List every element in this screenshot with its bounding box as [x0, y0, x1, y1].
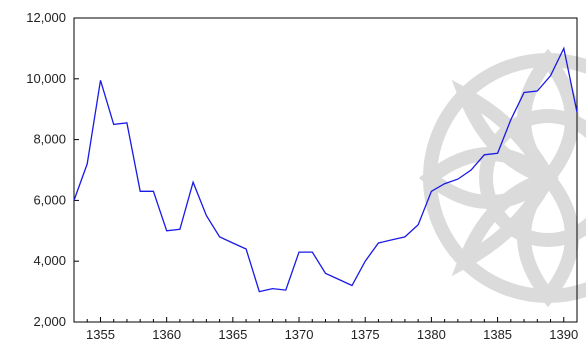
x-tick-label: 1390 — [549, 327, 578, 342]
plot-frame — [73, 17, 578, 323]
x-tick-label: 1360 — [152, 327, 181, 342]
y-tick-label: 6,000 — [33, 192, 66, 207]
x-tick-label: 1365 — [218, 327, 247, 342]
x-tick-label: 1370 — [285, 327, 314, 342]
x-tick-label: 1385 — [483, 327, 512, 342]
y-tick-label: 12,000 — [26, 10, 66, 25]
series-line — [73, 46, 578, 293]
y-tick-label: 4,000 — [33, 253, 66, 268]
x-tick-label: 1355 — [86, 327, 115, 342]
y-tick-label: 10,000 — [26, 71, 66, 86]
x-axis-ticks: 1355 1360 1365 1370 1375 1380 1385 1390 — [73, 317, 578, 342]
y-tick-label: 8,000 — [33, 132, 66, 147]
y-tick-label: 2,000 — [33, 314, 66, 329]
y-axis-ticks: 2,000 4,000 6,000 8,000 10,000 12,000 — [26, 10, 79, 329]
watermark-ornament — [418, 48, 586, 308]
x-tick-label: 1375 — [351, 327, 380, 342]
x-tick-label: 1380 — [417, 327, 446, 342]
